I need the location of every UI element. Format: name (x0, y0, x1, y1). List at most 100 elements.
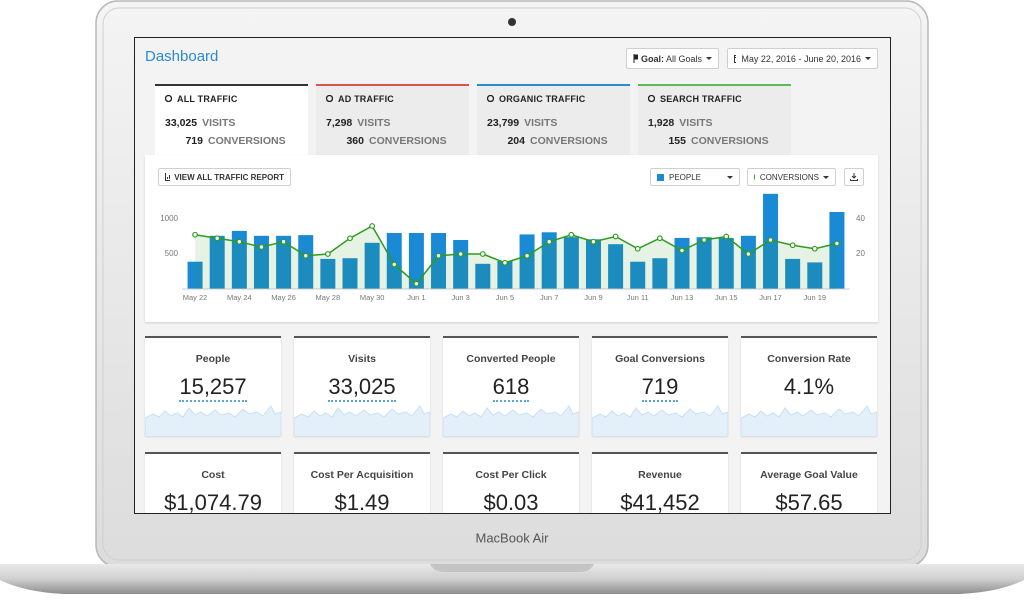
x-tick-label: Jun 7 (540, 293, 558, 302)
x-tick-label: Jun 5 (496, 293, 514, 302)
tab-conversions-label: CONVERSIONS (530, 135, 608, 147)
lid-inner-edge (102, 7, 922, 561)
icon-shape (487, 95, 494, 102)
traffic-tab[interactable]: SEARCH TRAFFIC 1,928 VISITS 155 CONVERSIONS (638, 84, 791, 155)
tab-icon (165, 95, 172, 102)
sparkline-area (741, 405, 877, 436)
download-icon (850, 173, 858, 181)
tab-conversions: 360 CONVERSIONS (326, 135, 446, 147)
tab-title: ORGANIC TRAFFIC (499, 94, 586, 104)
series-dropdown[interactable]: CONVERSIONS (747, 168, 836, 186)
metric-label: Cost Per Acquisition (310, 469, 414, 481)
x-tick-label: Jun 11 (627, 293, 649, 302)
metric-card: Visits 33,025 (294, 336, 430, 436)
traffic-tab[interactable]: AD TRAFFIC 7,298 VISITS 360 CONVERSIONS (316, 84, 469, 155)
bar (785, 258, 801, 289)
tab-visits-label: VISITS (679, 117, 713, 129)
tab-visits-label: VISITS (202, 117, 236, 129)
traffic-tab[interactable]: ORGANIC TRAFFIC 23,799 VISITS 204 CONVERSION… (477, 84, 630, 155)
goal-dropdown[interactable]: Goal: All Goals (626, 48, 719, 69)
chart-icon (165, 173, 171, 181)
caret (706, 57, 712, 60)
base-notch (430, 564, 594, 572)
metric-label: Revenue (638, 469, 682, 481)
calendar-icon (734, 55, 737, 63)
legend-swatch (657, 173, 664, 181)
bar (696, 237, 712, 289)
line-point (679, 247, 685, 254)
metric-card: Cost Per Click $0.03 (443, 452, 579, 513)
bar (408, 233, 424, 289)
tab-icon (648, 95, 655, 102)
line-point (192, 231, 198, 238)
metric-value-row: 4.1% (741, 374, 877, 400)
x-tick-label: Jun 15 (715, 293, 738, 302)
tab-visits-value: 23,799 (487, 117, 520, 129)
sparkline (592, 405, 728, 436)
series-dropdown[interactable]: PEOPLE (650, 168, 740, 186)
metric-label: Goal Conversions (615, 353, 705, 365)
icon-shape (165, 95, 172, 102)
bar (497, 261, 513, 289)
metric-card: Conversion Rate 4.1% (741, 336, 877, 436)
line-point (435, 252, 442, 259)
metric-value: $1.49 (334, 490, 390, 513)
bar (475, 263, 491, 289)
sparkline (294, 405, 430, 436)
traffic-tab[interactable]: ALL TRAFFIC 33,025 VISITS 719 CONVERSIONS (155, 84, 308, 156)
legend-label: CONVERSIONS (759, 172, 819, 182)
line-point (302, 252, 309, 259)
line-point (369, 223, 376, 229)
icon-shape (326, 95, 333, 102)
x-tick-label: May 22 (183, 293, 208, 302)
tab-visits-value: 1,928 (648, 117, 675, 129)
metric-label: Converted People (466, 353, 556, 365)
caret (727, 175, 733, 179)
caret (823, 175, 829, 179)
metric-label: Average Goal Value (760, 469, 858, 481)
tab-visits-label: VISITS (524, 117, 558, 129)
bar (740, 235, 756, 289)
sparkline (741, 405, 877, 436)
metric-value: 15,257 (179, 374, 247, 402)
y-tick-label: 1000 (160, 214, 178, 223)
metric-card: People 15,257 (145, 336, 281, 436)
sparkline (145, 405, 281, 436)
page-title: Dashboard (145, 48, 219, 65)
bar (585, 239, 601, 289)
line-area (195, 226, 837, 289)
download-button[interactable] (844, 168, 864, 186)
device-label: MacBook Air (476, 530, 550, 545)
tab-conversions-value: 155 (668, 135, 686, 147)
line-point (656, 235, 663, 242)
metric-label: Cost Per Click (475, 469, 547, 481)
metric-value: 618 (492, 374, 530, 402)
flag-icon (633, 54, 638, 63)
tab-visits: 7,298 VISITS (326, 117, 391, 129)
sparkline (443, 405, 579, 436)
caret (865, 57, 871, 60)
metric-value-row: $0.03 (443, 490, 579, 513)
sparkline-area (145, 405, 281, 436)
tab-title: ALL TRAFFIC (177, 94, 238, 104)
icon-shape (648, 95, 655, 102)
metric-value: 4.1% (783, 374, 835, 399)
sparkline-area (294, 405, 430, 436)
bar (519, 234, 535, 289)
date-range-picker[interactable]: May 22, 2016 - June 20, 2016 (727, 48, 878, 69)
metric-value: $41,452 (620, 490, 700, 513)
metric-label: Conversion Rate (767, 353, 851, 365)
line-point (502, 259, 508, 266)
camera (508, 18, 516, 26)
report-button[interactable]: VIEW ALL TRAFFIC REPORT (158, 168, 291, 186)
metric-value: $1,074.79 (164, 490, 262, 513)
line-point (479, 251, 486, 257)
bar (608, 244, 624, 289)
tab-visits-value: 7,298 (326, 117, 353, 129)
bar (231, 230, 247, 289)
bar (298, 235, 314, 289)
metric-label: Visits (348, 353, 376, 365)
metric-value: 33,025 (328, 374, 396, 402)
report-button-label: VIEW ALL TRAFFIC REPORT (174, 172, 284, 182)
goal-label: Goal: (640, 53, 664, 64)
